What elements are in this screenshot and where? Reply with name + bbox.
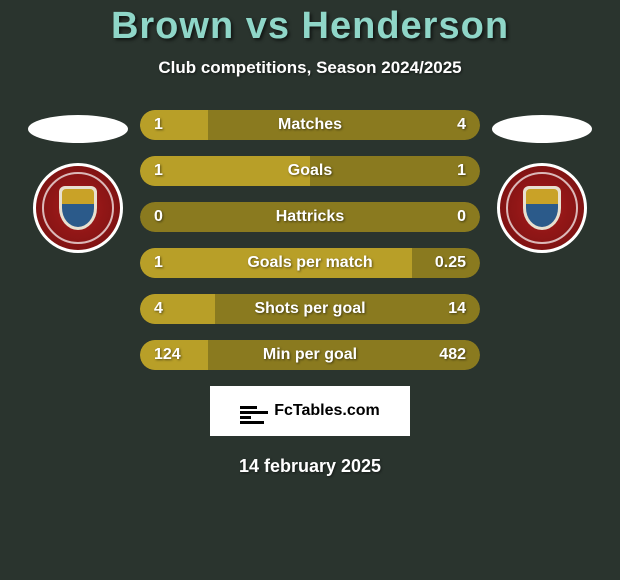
stat-row: 11Goals bbox=[140, 156, 480, 186]
brand-text: FcTables.com bbox=[274, 402, 380, 420]
left-team-column bbox=[28, 110, 128, 253]
right-team-crest-icon bbox=[497, 163, 587, 253]
stats-area: 14Matches 11Goals 00Hattricks 10.25Goals pe… bbox=[0, 110, 620, 370]
stat-label: Matches bbox=[140, 110, 480, 140]
stat-row: 414Shots per goal bbox=[140, 294, 480, 324]
stat-bars: 14Matches 11Goals 00Hattricks 10.25Goals pe… bbox=[140, 110, 480, 370]
stat-row: 00Hattricks bbox=[140, 202, 480, 232]
right-team-ellipse-icon bbox=[492, 115, 592, 143]
right-team-column bbox=[492, 110, 592, 253]
brand-box: FcTables.com bbox=[210, 386, 410, 436]
stat-row: 124482Min per goal bbox=[140, 340, 480, 370]
brand-chart-icon bbox=[240, 398, 268, 424]
stat-label: Hattricks bbox=[140, 202, 480, 232]
stat-row: 14Matches bbox=[140, 110, 480, 140]
date-label: 14 february 2025 bbox=[239, 456, 381, 477]
stat-label: Goals per match bbox=[140, 248, 480, 278]
page-title: Brown vs Henderson bbox=[111, 5, 509, 48]
left-team-crest-icon bbox=[33, 163, 123, 253]
stat-label: Shots per goal bbox=[140, 294, 480, 324]
stat-label: Min per goal bbox=[140, 340, 480, 370]
left-team-ellipse-icon bbox=[28, 115, 128, 143]
subtitle: Club competitions, Season 2024/2025 bbox=[158, 58, 461, 78]
comparison-infographic: Brown vs Henderson Club competitions, Se… bbox=[0, 0, 620, 580]
stat-row: 10.25Goals per match bbox=[140, 248, 480, 278]
stat-label: Goals bbox=[140, 156, 480, 186]
